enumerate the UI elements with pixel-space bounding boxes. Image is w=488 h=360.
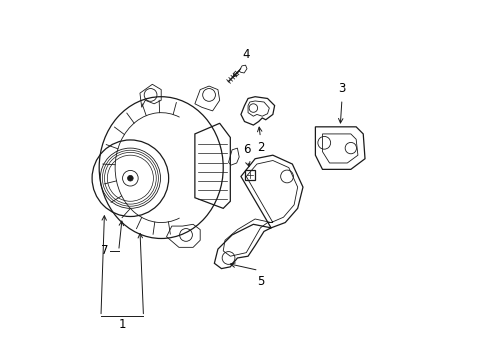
Circle shape (127, 175, 133, 181)
Text: 1: 1 (118, 318, 126, 331)
Text: 3: 3 (338, 82, 345, 95)
Text: 7: 7 (101, 244, 108, 257)
Text: 5: 5 (256, 275, 264, 288)
Text: 4: 4 (242, 48, 249, 61)
Text: 6: 6 (243, 143, 250, 156)
Text: 2: 2 (256, 141, 264, 154)
